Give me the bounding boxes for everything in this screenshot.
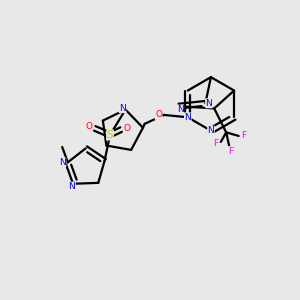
Text: N: N	[206, 99, 212, 108]
Text: O: O	[155, 110, 162, 119]
Text: N: N	[184, 113, 191, 122]
Text: N: N	[69, 182, 75, 191]
Text: F: F	[228, 147, 233, 156]
Text: N: N	[59, 158, 66, 167]
Text: N: N	[177, 105, 184, 114]
Text: S: S	[107, 130, 113, 140]
Text: O: O	[86, 122, 93, 131]
Text: N: N	[119, 103, 126, 112]
Text: F: F	[242, 131, 247, 140]
Text: O: O	[123, 124, 130, 133]
Text: F: F	[213, 139, 218, 148]
Text: N: N	[208, 126, 214, 135]
